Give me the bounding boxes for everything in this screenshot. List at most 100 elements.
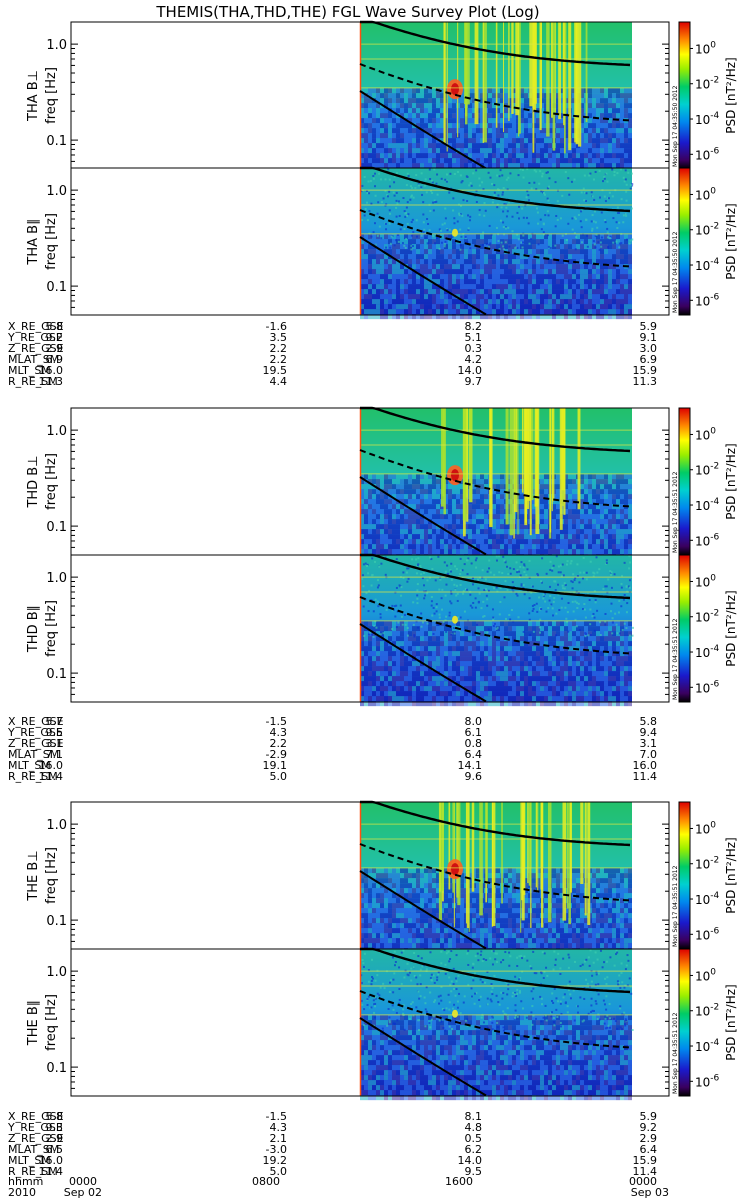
colorbar-tick-label: 10-4 [695, 644, 720, 660]
ephemeris-value: 2.9 [46, 342, 64, 355]
colorbar-label: PSD [nT²/Hz] [724, 837, 738, 913]
ephemeris-name: Z_RE_GSE [8, 737, 64, 750]
ephemeris-value: 6.2 [465, 1143, 483, 1156]
time-tick-label: 0000 [69, 1175, 97, 1188]
colorbar [678, 801, 691, 950]
ephemeris-value: 3.1 [46, 737, 64, 750]
colorbar-tick-label: 10-6 [695, 146, 720, 162]
colorbar-tick-label: 10-4 [695, 257, 720, 273]
ephemeris-value: 16.0 [633, 759, 658, 772]
overlay-curve [360, 406, 631, 453]
overlay-curve [359, 236, 487, 316]
wave-hotspot-core [451, 469, 459, 482]
overlay-curve [359, 596, 631, 655]
ephemeris-value: 7.0 [640, 748, 658, 761]
ephemeris-name: Y_RE_GSE [7, 1121, 63, 1134]
ephemeris-value: 4.3 [270, 1121, 288, 1134]
y-tick-label: 0.1 [46, 134, 67, 149]
ephemeris-value: 9.2 [46, 331, 64, 344]
ephemeris-value: 3.1 [640, 737, 658, 750]
ephemeris-value: -1.5 [266, 715, 287, 728]
colorbar [678, 167, 691, 316]
spectrogram-panel: 1.0 0.1 THD B⊥ freq [Hz] Mon Sep 17 04:35:51… [26, 406, 738, 560]
colorbar-tick-label: 10-2 [695, 1003, 719, 1019]
date-label: Sep 02 [64, 1186, 102, 1199]
time-tick-label: 0800 [252, 1175, 280, 1188]
overlay-curve [360, 800, 631, 847]
ephemeris-value: 8.1 [465, 1110, 483, 1123]
y-tick-label: 1.0 [46, 571, 67, 586]
ephemeris-value: 19.2 [263, 1154, 288, 1167]
wave-bursts [443, 22, 588, 154]
overlay-curve [360, 20, 631, 67]
ephemeris-value: 6.9 [46, 353, 64, 366]
ephemeris-value: 5.9 [640, 320, 658, 333]
ephemeris-name: MLAT_SM [8, 1143, 59, 1156]
colorbar-tick-label: 10-6 [695, 532, 720, 548]
spectrogram-panel: 1.0 0.1 THE B⊥ freq [Hz] Mon Sep 17 04:35:51… [26, 800, 738, 954]
ephemeris-value: 5.9 [640, 1110, 658, 1123]
ephemeris-value: 2.1 [270, 1132, 288, 1145]
ephemeris-value: 2.2 [270, 353, 288, 366]
freq-axis-label: freq [Hz] [44, 847, 59, 904]
ephemeris-value: 8.2 [465, 320, 483, 333]
ephemeris-value: 11.4 [633, 770, 658, 783]
overlay-curve [359, 476, 487, 556]
ephemeris-value: 15.9 [633, 1154, 658, 1167]
overlay-curve [359, 449, 631, 508]
ephemeris-name: Z_RE_GSE [8, 1132, 64, 1145]
panel-frame [70, 554, 670, 703]
spectrogram-texture [360, 1015, 632, 1101]
wave-hotspot-core [451, 83, 459, 96]
ephemeris-value: 4.4 [270, 375, 288, 388]
ephemeris-value: 11.4 [39, 770, 64, 783]
overlay-curve [359, 870, 487, 950]
spectrogram-panel: 1.0 0.1 THD B∥ freq [Hz] Mon Sep 17 04:35:51… [26, 553, 738, 707]
panel-label: THD B⊥ [26, 455, 41, 508]
overlay-curve [359, 623, 487, 703]
freq-axis-label: freq [Hz] [44, 453, 59, 510]
spectrogram-panel: 1.0 0.1 THE B∥ freq [Hz] Mon Sep 17 04:35:51… [26, 947, 738, 1101]
spectrogram-texture [360, 234, 632, 320]
ephemeris-value: 11.3 [39, 375, 64, 388]
timestamp-stamp: Mon Sep 17 04:35:51 2012 [672, 1012, 679, 1094]
timestamp-stamp: Mon Sep 17 04:35:51 2012 [672, 865, 679, 947]
ephemeris-value: 0.8 [465, 737, 483, 750]
ephemeris-value: 3.5 [270, 331, 288, 344]
y-tick-label: 1.0 [46, 38, 67, 53]
ephemeris-value: 5.8 [640, 715, 658, 728]
y-tick-label: 1.0 [46, 184, 67, 199]
ephemeris-value: 14.0 [458, 1154, 483, 1167]
ephemeris-value: 16.0 [39, 364, 64, 377]
ephemeris-value: 9.7 [465, 375, 483, 388]
ephemeris-value: 9.3 [46, 1121, 64, 1134]
ephemeris-value: 14.1 [458, 759, 483, 772]
timestamp-stamp: Mon Sep 17 04:35:51 2012 [672, 471, 679, 553]
spectrogram-panel: 1.0 0.1 THA B∥ freq [Hz] Mon Sep 17 04:35:50… [26, 166, 738, 320]
ephemeris-value: 11.4 [39, 1165, 64, 1178]
colorbar-tick-label: 10-2 [695, 856, 719, 872]
ephemeris-value: 7.1 [46, 748, 64, 761]
ephemeris-name: MLAT_SM [8, 353, 59, 366]
overlay-curve [359, 843, 631, 902]
ephemeris-value: 15.9 [633, 364, 658, 377]
colorbar-tick-label: 10-4 [695, 891, 720, 907]
ephemeris-value: 9.4 [640, 726, 658, 739]
ephemeris-value: 6.4 [465, 748, 483, 761]
y-tick-label: 1.0 [46, 965, 67, 980]
colorbar-tick-label: 10-6 [695, 926, 720, 942]
panel-frame [70, 948, 670, 1097]
ephemeris-value: 5.1 [465, 331, 483, 344]
freq-axis-label: freq [Hz] [44, 213, 59, 270]
ephemeris-value: 9.6 [465, 770, 483, 783]
time-tick-label: 1600 [445, 1175, 473, 1188]
spectrogram-texture [360, 621, 632, 707]
colorbar-tick-label: 10-6 [695, 292, 720, 308]
panel-frame [70, 167, 670, 316]
ephemeris-value: 6.5 [46, 1143, 64, 1156]
ephemeris-name: Y_RE_GSE [7, 331, 63, 344]
ephemeris-value: -1.6 [266, 320, 287, 333]
overlay-curve [359, 1017, 487, 1097]
time-axis: hhmm 0000 0800 1600 0000 2010 Sep 02 Sep 03 [8, 1175, 669, 1199]
